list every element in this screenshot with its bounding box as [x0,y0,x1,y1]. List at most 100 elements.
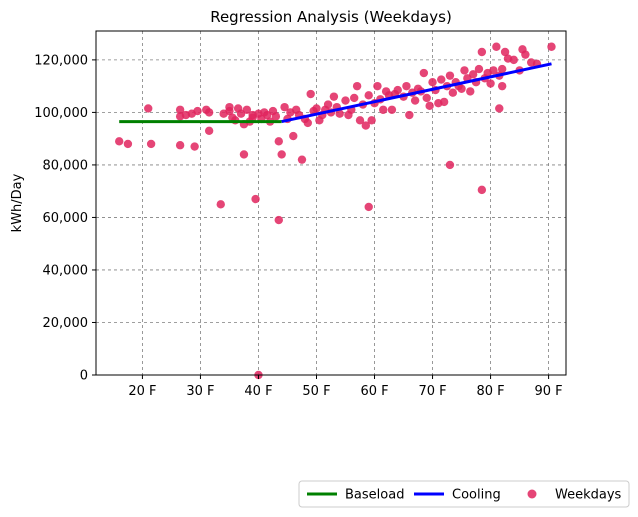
legend-box [298,480,630,508]
weekday-point [445,160,455,170]
weekday-point [477,185,487,195]
weekday-point [115,137,124,146]
x-tick-label: 60 F [360,384,388,399]
plot-background [96,31,566,375]
weekday-point [274,215,283,225]
weekday-point [364,202,373,212]
weekday-point [280,102,289,112]
weekday-point [352,81,362,91]
y-tick-label: 20,000 [43,316,89,331]
weekday-point [373,81,382,91]
cooling-line [281,62,552,124]
weekday-point [448,88,458,97]
weekday-point [144,104,153,113]
y-axis-ticks: 0 20,000 40,000 60,000 80,000 100,000 120,000 [34,53,96,384]
weekday-point [204,126,214,135]
weekday-point [509,55,518,65]
weekday-point [489,66,498,75]
weekday-point [387,105,397,114]
weekday-point [492,42,501,51]
weekday-point [175,105,185,114]
x-tick-label: 40 F [244,384,272,399]
weekday-point [422,93,431,103]
legend-swatch-weekdays [527,489,537,499]
weekday-point [271,112,281,121]
weekday-point [460,66,469,75]
weekday-point [225,102,234,112]
weekday-point [323,100,333,109]
weekday-point [277,150,286,159]
weekday-point [439,97,449,107]
weekday-point [364,91,373,100]
x-tick-label: 20 F [128,384,156,399]
y-tick-label: 60,000 [43,211,89,226]
legend-label-baseload: Baseload [345,488,404,503]
weekday-point [402,81,411,91]
weekday-point [547,42,556,51]
y-tick-label: 100,000 [34,106,88,121]
weekday-point [242,105,252,114]
weekday-point [350,93,359,103]
x-axis-ticks: 20 F 30 F 40 F 50 F 60 F 70 F 80 F 90 F [128,375,563,399]
x-tick-label: 50 F [302,384,330,399]
weekday-point [251,194,260,204]
x-tick-label: 90 F [535,384,563,399]
weekday-point [306,89,315,99]
weekday-point [190,142,199,151]
weekday-point [477,47,487,57]
weekday-point [335,109,344,118]
plot-frame [95,30,567,376]
weekday-point [495,104,504,113]
weekday-point [437,75,446,84]
x-tick-label: 80 F [476,384,504,399]
weekday-point [123,139,133,149]
weekday-point [274,137,283,146]
weekday-point [500,47,510,57]
weekday-point [204,108,214,117]
weekday-point [146,139,156,149]
weekday-point [466,87,475,96]
weekday-point [361,121,371,130]
weekday-points [115,42,556,380]
weekday-point [428,78,437,87]
weekday-point [410,96,420,105]
weekday-point [239,150,249,159]
weekday-point [419,68,429,78]
weekday-point [521,50,530,59]
weekday-point [405,110,414,120]
weekday-point [193,106,202,116]
regression-lines [119,62,552,124]
weekday-point [379,105,388,114]
weekday-point [457,84,466,93]
legend-label-cooling: Cooling [452,488,501,503]
y-tick-label: 0 [80,369,88,384]
weekday-point [497,64,507,74]
y-tick-label: 40,000 [43,263,89,278]
x-tick-label: 30 F [186,384,214,399]
weekday-point [297,155,307,164]
weekday-point [393,85,402,95]
weekday-point [367,116,376,125]
y-tick-label: 80,000 [43,158,89,173]
y-axis-label: kWh/Day [10,173,25,232]
weekday-point [312,104,321,113]
y-tick-label: 120,000 [34,53,88,68]
weekday-point [474,64,484,74]
legend-label-weekdays: Weekdays [555,488,622,503]
weekday-point [216,200,225,209]
weekday-point [329,92,339,101]
weekday-point [468,70,478,79]
weekday-point [355,116,365,125]
weekday-point [445,71,455,80]
weekday-point [289,131,298,141]
weekday-point [341,96,350,105]
weekday-point [497,81,507,91]
weekday-point [486,79,495,88]
legend: Baseload Cooling Weekdays [298,480,630,508]
chart-title: Regression Analysis (Weekdays) [210,8,452,26]
x-tick-label: 70 F [418,384,446,399]
weekday-point [175,141,185,150]
weekday-point [425,101,434,111]
weekday-point [303,118,312,128]
